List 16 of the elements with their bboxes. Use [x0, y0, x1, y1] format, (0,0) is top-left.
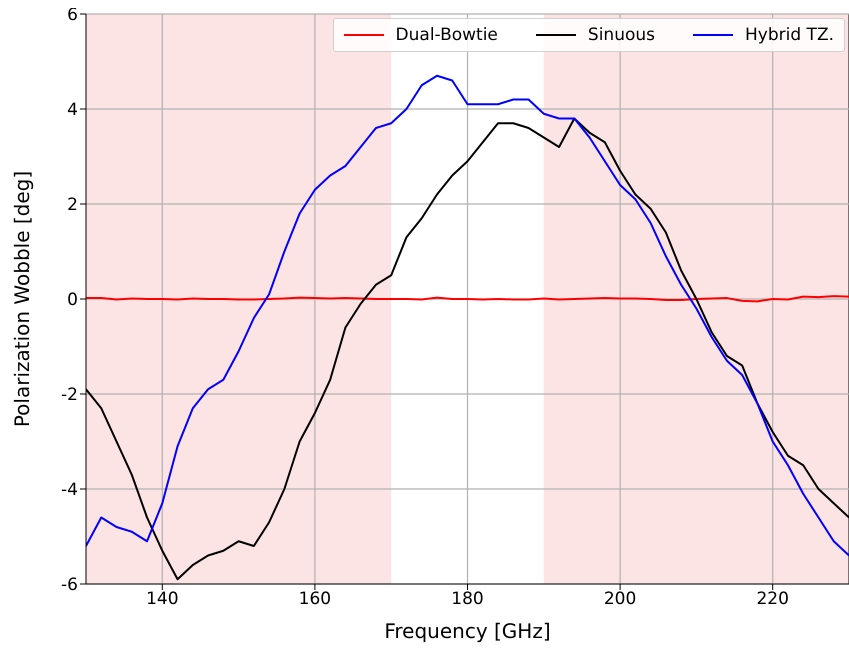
y-tick-label: -4: [61, 480, 78, 500]
y-axis-title: Polarization Wobble [deg]: [10, 170, 34, 428]
x-tick-label: 220: [756, 589, 789, 610]
y-tick-label: 0: [67, 290, 78, 310]
y-tick-label: 4: [67, 100, 78, 120]
x-axis-title: Frequency [GHz]: [384, 619, 551, 643]
y-tick-label: -2: [61, 385, 78, 406]
x-tick-label: 180: [451, 589, 484, 610]
legend-label: Dual-Bowtie: [396, 25, 498, 45]
y-tick-label: -6: [61, 575, 78, 596]
y-tick-label: 2: [67, 195, 78, 216]
x-tick-label: 200: [604, 589, 636, 610]
legend-label: Sinuous: [588, 25, 656, 45]
x-tick-label: 140: [146, 589, 179, 610]
x-tick-label: 160: [298, 589, 332, 610]
legend-label: Hybrid TZ.: [745, 25, 834, 45]
